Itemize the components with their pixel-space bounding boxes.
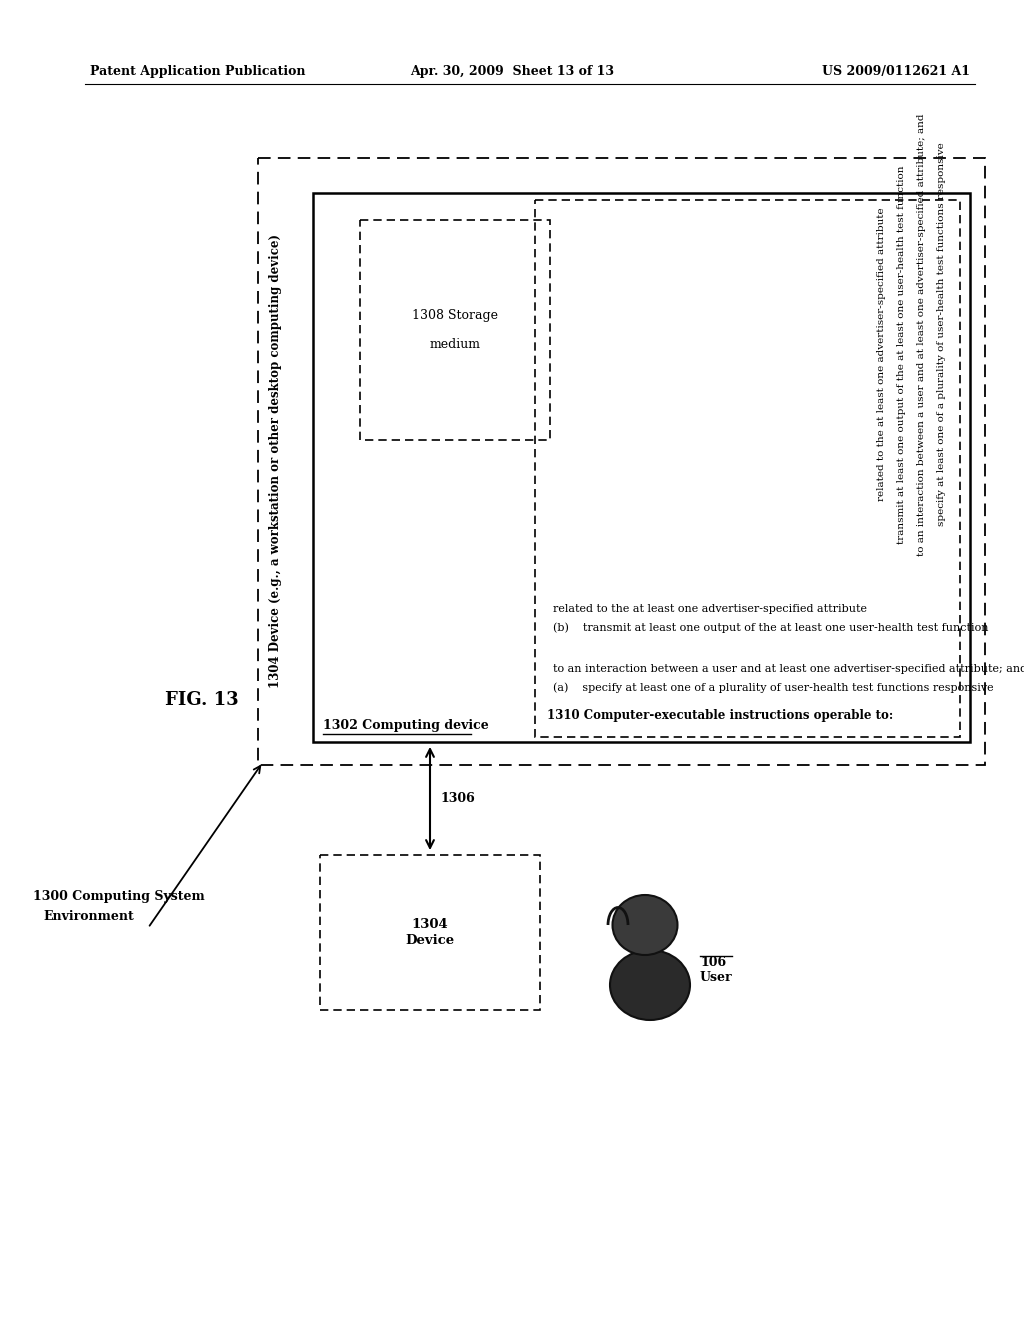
Text: 106
User: 106 User <box>700 956 732 983</box>
Text: related to the at least one advertiser-specified attribute: related to the at least one advertiser-s… <box>878 207 887 502</box>
Text: 1300 Computing System: 1300 Computing System <box>33 890 205 903</box>
Bar <box>313 193 970 742</box>
Ellipse shape <box>610 950 690 1020</box>
Text: transmit at least one output of the at least one user-health test function: transmit at least one output of the at l… <box>897 165 906 544</box>
Text: medium: medium <box>429 338 480 351</box>
Text: Environment: Environment <box>43 909 134 923</box>
Text: 1306: 1306 <box>440 792 475 805</box>
Text: US 2009/0112621 A1: US 2009/0112621 A1 <box>822 65 970 78</box>
Text: to an interaction between a user and at least one advertiser-specified attribute: to an interaction between a user and at … <box>918 114 927 556</box>
Bar <box>360 220 550 440</box>
Text: 1308 Storage: 1308 Storage <box>412 309 498 322</box>
Bar <box>319 855 540 1010</box>
Text: to an interaction between a user and at least one advertiser-specified attribute: to an interaction between a user and at … <box>553 664 1024 675</box>
Text: 1302 Computing device: 1302 Computing device <box>323 719 488 733</box>
Text: Patent Application Publication: Patent Application Publication <box>90 65 305 78</box>
Text: related to the at least one advertiser-specified attribute: related to the at least one advertiser-s… <box>553 605 867 614</box>
Text: 1304 Device (e.g., a workstation or other desktop computing device): 1304 Device (e.g., a workstation or othe… <box>269 235 283 689</box>
Text: (b)    transmit at least one output of the at least one user-health test functio: (b) transmit at least one output of the … <box>553 622 988 632</box>
Text: (a)    specify at least one of a plurality of user-health test functions respons: (a) specify at least one of a plurality … <box>553 682 993 693</box>
Ellipse shape <box>612 895 678 954</box>
Text: Apr. 30, 2009  Sheet 13 of 13: Apr. 30, 2009 Sheet 13 of 13 <box>410 65 614 78</box>
Bar <box>535 201 961 737</box>
Text: FIG. 13: FIG. 13 <box>165 690 239 709</box>
Text: 1304
Device: 1304 Device <box>406 919 455 946</box>
Text: specify at least one of a plurality of user-health test functions responsive: specify at least one of a plurality of u… <box>938 143 946 527</box>
Text: 1310 Computer-executable instructions operable to:: 1310 Computer-executable instructions op… <box>547 709 893 722</box>
Bar <box>258 158 985 766</box>
